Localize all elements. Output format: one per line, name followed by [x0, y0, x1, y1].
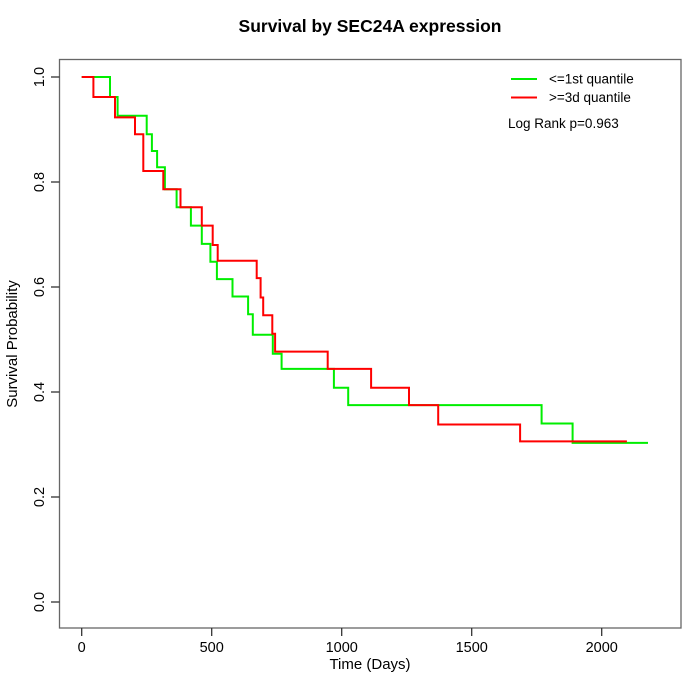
y-axis: 0.0 0.2 0.4 0.6 0.8 1.0	[32, 67, 60, 612]
legend-label-first-quantile: <=1st quantile	[549, 72, 634, 87]
y-axis-title: Survival Probability	[4, 280, 21, 408]
y-tick-label: 0.0	[32, 592, 48, 612]
legend-label-third-quantile: >=3d quantile	[549, 90, 631, 105]
x-tick-label: 500	[200, 640, 224, 656]
legend: <=1st quantile >=3d quantile Log Rank p=…	[508, 72, 634, 132]
x-tick-label: 1000	[326, 640, 358, 656]
x-tick-label: 1500	[456, 640, 488, 656]
x-tick-label: 0	[78, 640, 86, 656]
x-axis: 0 500 1000 1500 2000	[78, 628, 618, 656]
km-curve-series-1	[81, 76, 627, 443]
x-tick-label: 2000	[586, 640, 618, 656]
y-tick-label: 1.0	[32, 67, 48, 87]
y-tick-label: 0.2	[32, 487, 48, 507]
chart-title: Survival by SEC24A expression	[239, 16, 502, 36]
survival-curves	[81, 76, 648, 444]
logrank-pvalue: Log Rank p=0.963	[508, 116, 619, 131]
plot-border	[58, 58, 682, 629]
km-curve-series-0	[81, 76, 648, 444]
y-tick-label: 0.6	[32, 277, 48, 297]
x-axis-title: Time (Days)	[329, 656, 410, 673]
y-tick-label: 0.8	[32, 172, 48, 192]
y-tick-label: 0.4	[32, 382, 48, 402]
